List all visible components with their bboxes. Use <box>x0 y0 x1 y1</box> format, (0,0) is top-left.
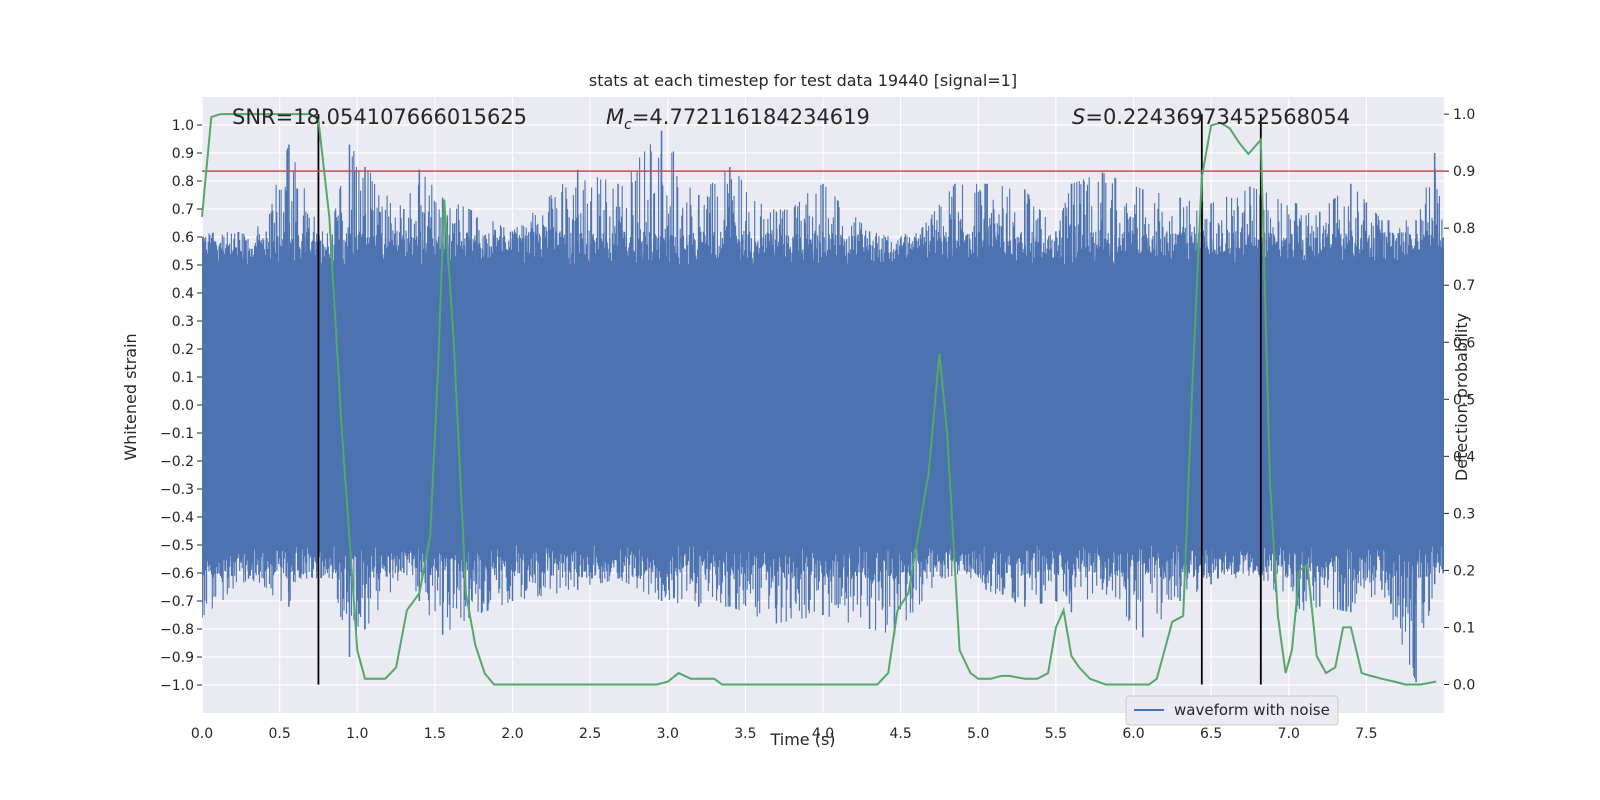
y-left-tick-label: 0.5 <box>172 258 194 274</box>
y-right-tick-label: 1.0 <box>1453 107 1475 123</box>
y-right-tick-label: 0.3 <box>1453 506 1475 522</box>
y-right-tick-label: 0.8 <box>1453 221 1475 237</box>
x-tick-label: 0.5 <box>268 726 290 742</box>
y-left-tick-label: −0.3 <box>160 482 194 498</box>
y-left-tick-label: −0.8 <box>160 622 194 638</box>
x-tick-label: 1.5 <box>424 726 446 742</box>
y-right-tick-label: 0.4 <box>1453 449 1475 465</box>
x-tick-label: 4.5 <box>889 726 911 742</box>
y-left-tick-label: −0.2 <box>160 454 194 470</box>
s-annotation: S=0.22436973452568054 <box>1072 105 1350 129</box>
y-left-tick-label: 0.0 <box>172 398 194 414</box>
legend-entry-waveform: waveform with noise <box>1174 701 1330 719</box>
x-tick-label: 3.0 <box>657 726 679 742</box>
y-left-tick-label: −0.4 <box>160 510 194 526</box>
x-tick-label: 7.0 <box>1278 726 1300 742</box>
x-tick-labels: 0.0 0.5 1.0 1.5 2.0 2.5 3.0 3.5 4.0 4.5 5.0 5.5 6.0 6… <box>191 726 1378 742</box>
plot-margin-left <box>0 97 202 713</box>
x-tick-label: 5.0 <box>967 726 989 742</box>
y-left-tick-labels: 1.0 0.9 0.8 0.7 0.6 0.5 0.4 0.3 0.2 0.1 0.0 −0.1 −0.… <box>160 118 202 694</box>
chirp-mass-value: =4.772116184234619 <box>632 105 870 129</box>
detection-probability-line <box>201 113 1437 686</box>
y-left-tick-label: −0.1 <box>160 426 194 442</box>
x-tick-label: 2.5 <box>579 726 601 742</box>
x-tick-label: 5.5 <box>1045 726 1067 742</box>
chirp-mass-symbol: M <box>606 105 624 129</box>
y-left-tick-label: 1.0 <box>172 118 194 134</box>
y-left-tick-label: −0.9 <box>160 650 194 666</box>
y-left-tick-label: 0.4 <box>172 286 194 302</box>
y-right-tick-label: 0.0 <box>1453 677 1475 693</box>
chirp-mass-annotation: Mc=4.772116184234619 <box>606 105 870 133</box>
y-left-axis-label: Whitened strain <box>121 333 140 460</box>
y-left-tick-label: −0.6 <box>160 566 194 582</box>
y-right-tick-label: 0.7 <box>1453 278 1475 294</box>
y-left-tick-label: 0.6 <box>172 230 194 246</box>
y-left-tick-label: −0.5 <box>160 538 194 554</box>
s-symbol: S <box>1072 105 1085 129</box>
x-tick-label: 4.0 <box>812 726 834 742</box>
y-left-tick-label: 0.1 <box>172 370 194 386</box>
y-right-axis-label: Detection probability <box>1452 313 1471 481</box>
s-value: =0.22436973452568054 <box>1085 105 1350 129</box>
x-tick-label: 3.5 <box>734 726 756 742</box>
y-right-tick-labels: 1.0 0.9 0.8 0.7 0.6 0.5 0.4 0.3 0.2 0.1 0.0 <box>1444 107 1475 693</box>
y-right-tick-label: 0.5 <box>1453 392 1475 408</box>
x-tick-label: 2.0 <box>501 726 523 742</box>
y-right-tick-label: 0.6 <box>1453 335 1475 351</box>
waveform-series <box>0 97 1600 713</box>
vertical-markers <box>317 114 1262 685</box>
y-left-tick-label: 0.3 <box>172 314 194 330</box>
legend-box <box>1125 695 1339 726</box>
y-left-tick-label: −0.7 <box>160 594 194 610</box>
plot-margin-right <box>1444 97 1600 713</box>
y-right-tick-label: 0.2 <box>1453 563 1475 579</box>
x-tick-label: 6.5 <box>1200 726 1222 742</box>
chart-title: stats at each timestep for test data 194… <box>589 71 1017 90</box>
x-tick-label: 0.0 <box>191 726 213 742</box>
y-right-tick-label: 0.1 <box>1453 620 1475 636</box>
y-left-tick-label: 0.9 <box>172 146 194 162</box>
x-tick-label: 7.5 <box>1355 726 1377 742</box>
snr-annotation: SNR=18.054107666015625 <box>232 105 527 129</box>
y-left-tick-label: 0.2 <box>172 342 194 358</box>
legend: waveform with noise <box>1125 695 1339 726</box>
y-left-tick-label: −1.0 <box>160 678 194 694</box>
y-left-tick-label: 0.8 <box>172 174 194 190</box>
chirp-mass-subscript: c <box>624 117 632 133</box>
x-axis-label: Time (s) <box>769 730 835 749</box>
y-left-tick-label: 0.7 <box>172 202 194 218</box>
y-right-tick-label: 0.9 <box>1453 164 1475 180</box>
x-tick-label: 1.0 <box>346 726 368 742</box>
x-tick-label: 6.0 <box>1122 726 1144 742</box>
